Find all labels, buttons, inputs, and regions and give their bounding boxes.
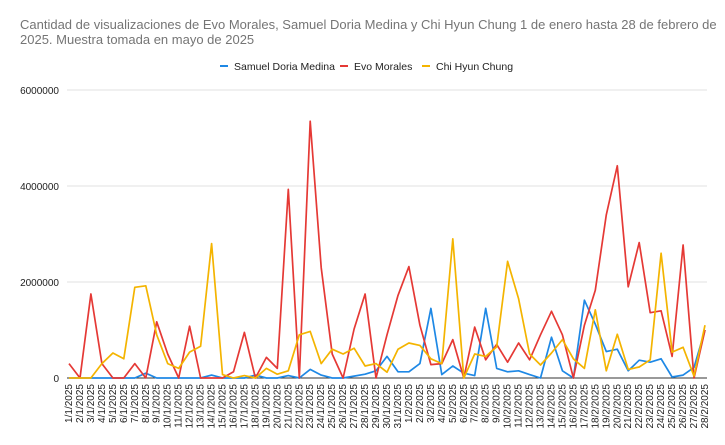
x-tick-label: 1/1/2025 [64,384,75,423]
x-tick-label: 5/2/2025 [448,384,459,423]
x-tick-label: 5/1/2025 [108,384,119,423]
x-tick-label: 10/1/2025 [163,384,174,429]
x-tick-label: 22/2/2025 [634,384,645,429]
x-tick-label: 13/2/2025 [536,384,547,429]
series-line-samuel-doria-medina [69,299,706,379]
x-tick-label: 14/1/2025 [207,384,218,429]
x-tick-label: 14/2/2025 [546,384,557,429]
x-tick-label: 9/2/2025 [492,384,503,423]
y-tick-label: 6000000 [20,86,59,97]
x-tick-label: 3/2/2025 [426,384,437,423]
x-tick-label: 29/1/2025 [371,384,382,429]
x-tick-label: 19/2/2025 [601,384,612,429]
y-tick-label: 4000000 [20,182,59,193]
x-tick-label: 17/1/2025 [239,384,250,429]
y-tick-label: 2000000 [20,278,59,289]
x-tick-label: 11/2/2025 [514,384,525,428]
x-tick-label: 27/1/2025 [349,384,360,429]
x-tick-label: 1/2/2025 [404,384,415,423]
x-tick-label: 25/1/2025 [327,384,338,429]
x-tick-label: 2/1/2025 [75,384,86,423]
x-tick-label: 6/1/2025 [119,384,130,423]
x-tick-label: 9/1/2025 [152,384,163,423]
x-tick-label: 18/2/2025 [590,384,601,429]
x-tick-label: 8/1/2025 [141,384,152,423]
x-tick-label: 21/2/2025 [623,384,634,429]
x-tick-label: 28/1/2025 [360,384,371,429]
x-tick-label: 12/2/2025 [525,384,536,429]
x-tick-label: 15/1/2025 [218,384,229,429]
x-tick-label: 26/2/2025 [678,384,689,429]
x-tick-label: 4/1/2025 [97,384,108,423]
x-tick-label: 21/1/2025 [283,384,294,429]
x-tick-label: 17/2/2025 [579,384,590,429]
legend-label: Evo Morales [354,61,412,73]
series-line-evo-morales [68,120,706,379]
x-tick-label: 20/1/2025 [272,384,283,429]
series-line-chi-hyun-chung [69,237,706,379]
x-tick-label: 20/2/2025 [612,384,623,429]
x-tick-label: 24/2/2025 [656,384,667,429]
x-tick-label: 26/1/2025 [338,384,349,429]
x-tick-label: 11/1/2025 [174,384,185,428]
x-tick-label: 16/2/2025 [568,384,579,429]
legend-label: Chi Hyun Chung [436,61,513,73]
x-tick-label: 25/2/2025 [667,384,678,429]
x-tick-label: 10/2/2025 [503,384,514,429]
x-tick-label: 24/1/2025 [316,384,327,429]
x-tick-label: 28/2/2025 [700,384,711,429]
chart-title: Cantidad de visualizaciones de Evo Moral… [20,17,717,47]
x-tick-label: 4/2/2025 [437,384,448,423]
x-tick-label: 2/2/2025 [415,384,426,423]
x-tick-label: 31/1/2025 [393,384,404,429]
x-tick-label: 30/1/2025 [382,384,393,429]
x-tick-label: 7/1/2025 [130,384,141,423]
x-tick-label: 22/1/2025 [294,384,305,429]
x-tick-label: 3/1/2025 [86,384,97,423]
x-tick-label: 23/2/2025 [645,384,656,429]
x-tick-label: 13/1/2025 [196,384,207,429]
x-tick-label: 15/2/2025 [557,384,568,429]
x-tick-label: 7/2/2025 [470,384,481,423]
x-tick-label: 18/1/2025 [250,384,261,429]
x-tick-label: 6/2/2025 [459,384,470,423]
x-tick-label: 19/1/2025 [261,384,272,429]
x-tick-label: 27/2/2025 [689,384,700,429]
x-tick-label: 16/1/2025 [228,384,239,429]
legend-label: Samuel Doria Medina [234,61,335,73]
x-tick-label: 23/1/2025 [305,384,316,429]
x-tick-label: 12/1/2025 [185,384,196,429]
y-tick-label: 0 [53,374,59,385]
x-tick-label: 8/2/2025 [481,384,492,423]
